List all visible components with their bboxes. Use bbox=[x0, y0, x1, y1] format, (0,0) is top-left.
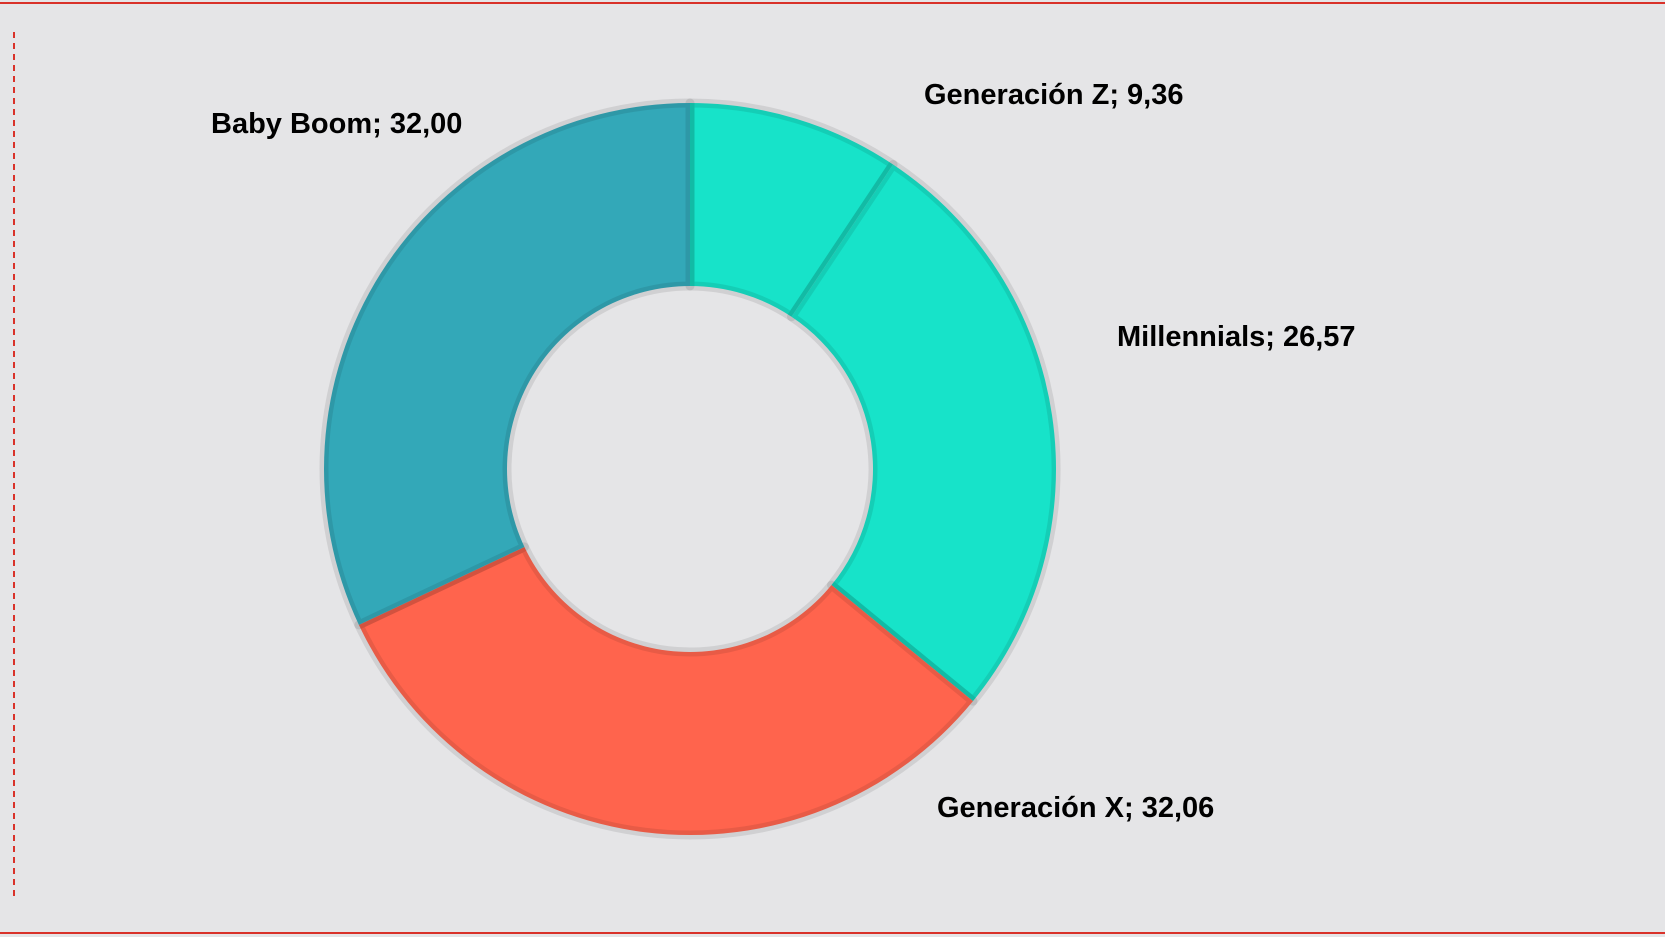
labels: Generación Z; 9,36 Millennials; 26,57 Gene… bbox=[211, 79, 1356, 824]
data-label: Baby Boom; 32,00 bbox=[211, 108, 462, 140]
label-category: Generación X bbox=[937, 792, 1125, 824]
label-value: 32,06 bbox=[1142, 792, 1215, 824]
label-category: Millennials bbox=[1117, 321, 1265, 353]
label-separator: ; bbox=[1109, 79, 1127, 111]
label-value: 9,36 bbox=[1127, 79, 1183, 111]
label-category: Generación Z bbox=[924, 79, 1109, 111]
label-separator: ; bbox=[372, 108, 390, 140]
label-separator: ; bbox=[1265, 321, 1283, 353]
slice bbox=[319, 98, 695, 630]
slice bbox=[787, 160, 1061, 706]
label-category: Baby Boom bbox=[211, 108, 372, 140]
slice bbox=[354, 542, 978, 840]
slices bbox=[319, 98, 1061, 840]
data-label: Generación Z; 9,36 bbox=[924, 79, 1184, 111]
data-label: Millennials; 26,57 bbox=[1117, 321, 1356, 353]
data-label: Generación X; 32,06 bbox=[937, 792, 1214, 824]
label-value: 26,57 bbox=[1283, 321, 1356, 353]
label-value: 32,00 bbox=[390, 108, 463, 140]
label-separator: ; bbox=[1124, 792, 1142, 824]
slice bbox=[685, 98, 898, 322]
